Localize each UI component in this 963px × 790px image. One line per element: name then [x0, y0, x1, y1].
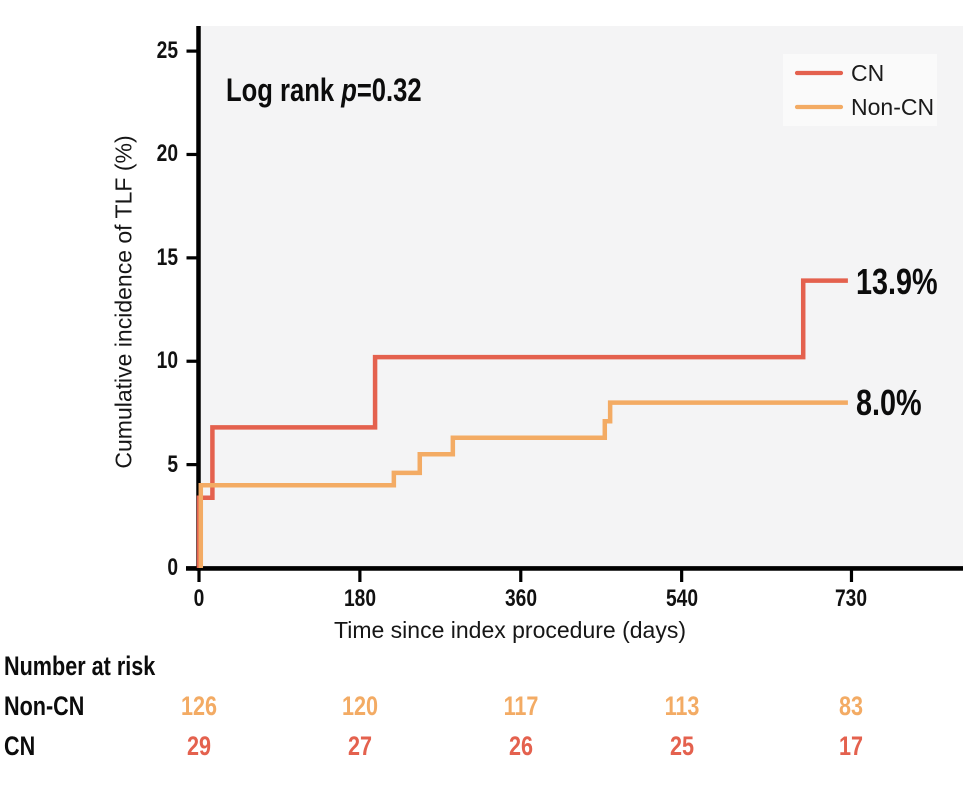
risk-value: 126 [180, 691, 218, 721]
y-tick-label-0: 0 [167, 554, 178, 581]
risk-value: 26 [508, 731, 534, 761]
risk-row-label-cn: CN [4, 731, 36, 761]
end-label-cn: 13.9% [856, 261, 938, 302]
y-tick-label-10: 10 [156, 347, 178, 374]
annotation-p-italic: p [341, 72, 357, 108]
x-tick-label-360: 360 [504, 585, 538, 612]
x-tick-label-180: 180 [343, 585, 377, 612]
y-tick-label-25: 25 [156, 37, 178, 64]
risk-value: 120 [341, 691, 379, 721]
y-tick-label-15: 15 [156, 244, 178, 271]
y-tick-label-5: 5 [167, 451, 178, 478]
annotation-prefix: Log rank [226, 72, 342, 108]
y-tick-label-20: 20 [156, 140, 178, 167]
risk-row-label-non-cn: Non-CN [4, 691, 85, 721]
risk-value: 25 [669, 731, 695, 761]
annotation-suffix: =0.32 [356, 72, 422, 108]
risk-value: 83 [838, 691, 864, 721]
x-tick-label-730: 730 [834, 585, 868, 612]
risk-value: 27 [347, 731, 373, 761]
y-axis-title: Cumulative incidence of TLF (%) [110, 135, 137, 469]
end-label-non-cn: 8.0% [856, 382, 922, 423]
risk-value: 113 [664, 691, 700, 721]
x-tick-label-540: 540 [665, 585, 699, 612]
x-axis-title: Time since index procedure (days) [334, 617, 686, 643]
risk-table-title: Number at risk [4, 651, 156, 681]
log-rank-annotation: Log rank p=0.32 [226, 71, 422, 109]
x-tick-label-0: 0 [193, 585, 205, 612]
legend-label-cn: CN [851, 60, 885, 86]
risk-value: 117 [503, 691, 539, 721]
risk-value: 17 [838, 731, 864, 761]
risk-value: 29 [186, 731, 212, 761]
legend-background [783, 54, 937, 126]
legend-label-non-cn: Non-CN [851, 94, 935, 120]
